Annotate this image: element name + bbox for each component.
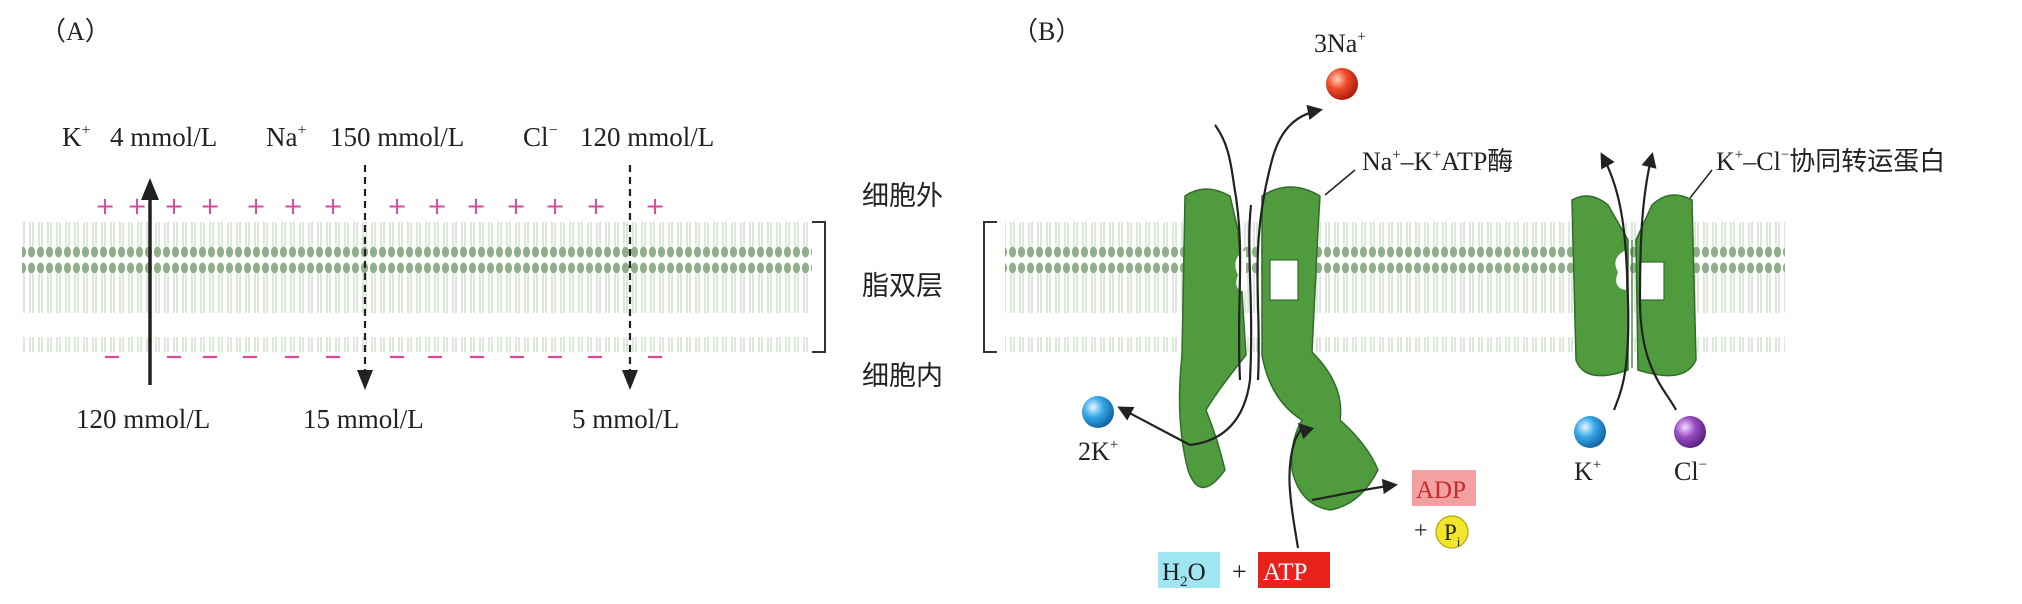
- label-lipid-bilayer: 脂双层: [862, 271, 943, 302]
- na-ion-out: 3Na+: [1314, 29, 1366, 100]
- svg-text:+: +: [323, 192, 343, 220]
- panel-a-label: （A）: [40, 17, 111, 46]
- k-cl-cotransporter-protein: [1571, 152, 1697, 411]
- h2o-box: [1158, 552, 1220, 588]
- cl-ion-gradient: Cl− 120 mmol/L 5 mmol/L: [523, 122, 714, 434]
- pi-ball: [1435, 515, 1469, 549]
- svg-text:3Na+: 3Na+: [1314, 29, 1366, 58]
- atp-hydrolysis: H2O + ATP ADP + Pi: [1158, 422, 1476, 590]
- cotransport-k-ion: K+: [1574, 416, 1606, 486]
- adp-box: [1412, 470, 1476, 506]
- k-cl-cotransporter-label: K+–Cl−协同转运蛋白: [1689, 147, 1945, 199]
- k-inside-concentration: 120 mmol/L: [76, 404, 210, 434]
- svg-text:+: +: [387, 192, 407, 220]
- panel-b-label: （B）: [1012, 17, 1081, 46]
- svg-text:+: +: [1232, 557, 1247, 586]
- na-ion-gradient: Na+ 150 mmol/L 15 mmol/L: [266, 122, 464, 434]
- svg-text:Na+: Na+: [266, 122, 307, 152]
- na-k-atpase-protein: [1117, 104, 1379, 511]
- k-outside-concentration: 4 mmol/L: [110, 122, 217, 152]
- na-outside-concentration: 150 mmol/L: [330, 122, 464, 152]
- adp-label: ADP: [1416, 477, 1466, 504]
- svg-text:K+: K+: [1574, 457, 1601, 486]
- svg-text:K+: K+: [62, 122, 91, 152]
- potassium-ion-ball: [1082, 396, 1114, 428]
- cotransport-cl-ion: Cl−: [1674, 416, 1707, 486]
- svg-text:+: +: [246, 192, 266, 220]
- svg-text:+: +: [283, 192, 303, 220]
- svg-text:+: +: [1414, 518, 1428, 544]
- cl-outside-concentration: 120 mmol/L: [580, 122, 714, 152]
- svg-text:+: +: [466, 192, 486, 220]
- svg-text:+: +: [427, 192, 447, 220]
- atp-box: [1258, 552, 1330, 588]
- atp-label: ATP: [1263, 559, 1307, 586]
- svg-text:+: +: [545, 192, 565, 220]
- bilayer-bracket-right: [983, 221, 997, 353]
- chloride-ion-ball: [1674, 416, 1706, 448]
- svg-text:+: +: [586, 192, 606, 220]
- svg-text:+: +: [95, 192, 115, 220]
- svg-text:Na+–K+ATP酶: Na+–K+ATP酶: [1362, 147, 1513, 176]
- svg-text:+: +: [200, 192, 220, 220]
- svg-text:+: +: [164, 192, 184, 220]
- cl-inside-concentration: 5 mmol/L: [572, 404, 679, 434]
- svg-text:Pi: Pi: [1444, 520, 1461, 549]
- svg-text:H2O: H2O: [1162, 559, 1206, 590]
- na-inside-concentration: 15 mmol/L: [303, 404, 424, 434]
- label-intracellular: 细胞内: [862, 361, 943, 392]
- na-k-atpase-label: Na+–K+ATP酶: [1324, 147, 1513, 196]
- k-ion-in: 2K+: [1078, 396, 1118, 466]
- svg-text:2K+: 2K+: [1078, 437, 1118, 466]
- potassium-ion-ball: [1574, 416, 1606, 448]
- svg-text:+: +: [645, 192, 665, 220]
- panel-a-membrane: [22, 222, 812, 352]
- svg-text:Cl−: Cl−: [523, 122, 558, 152]
- k-ion-gradient: K+ 4 mmol/L 120 mmol/L: [62, 122, 217, 434]
- svg-text:K+–Cl−协同转运蛋白: K+–Cl−协同转运蛋白: [1716, 147, 1945, 176]
- bilayer-bracket-left: [812, 221, 826, 353]
- svg-text:Cl−: Cl−: [1674, 457, 1707, 486]
- svg-text:+: +: [506, 192, 526, 220]
- positive-charge-row: + + + + + + + + + + + + + +: [95, 192, 665, 220]
- sodium-ion-ball: [1326, 68, 1358, 100]
- label-extracellular: 细胞外: [862, 181, 943, 212]
